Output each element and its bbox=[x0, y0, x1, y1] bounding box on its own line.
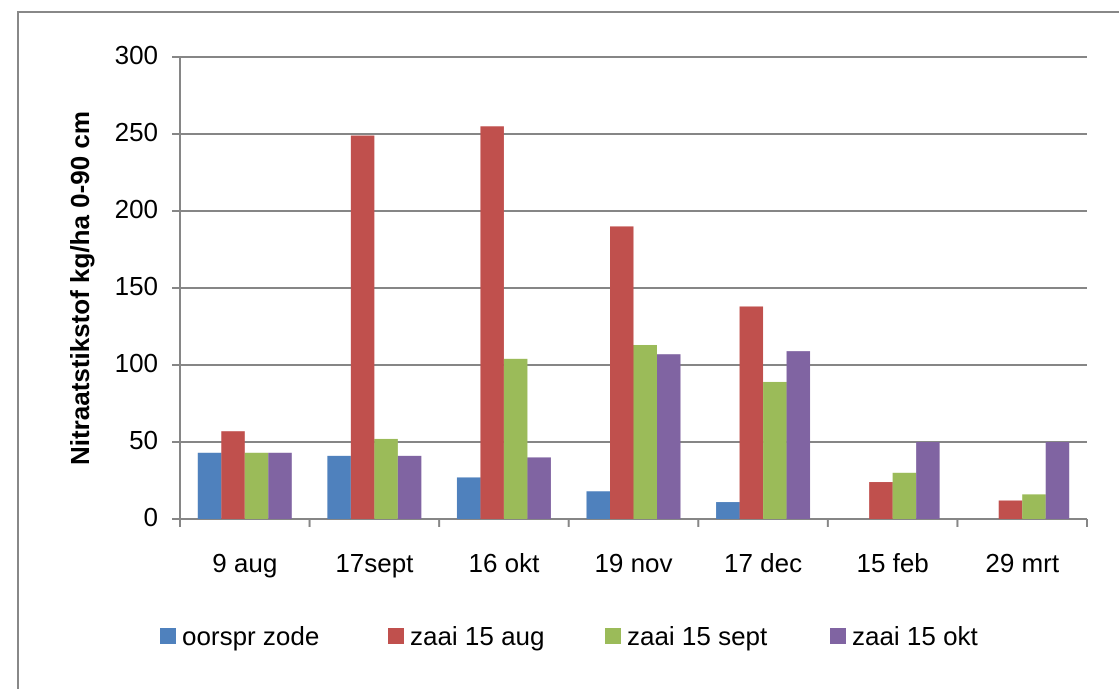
x-tick-label: 16 okt bbox=[469, 548, 541, 578]
y-tick-label: 50 bbox=[129, 425, 158, 455]
x-tick-label: 17sept bbox=[335, 548, 414, 578]
legend-swatch bbox=[605, 628, 621, 644]
bar bbox=[586, 491, 610, 519]
bar bbox=[716, 502, 740, 519]
bar bbox=[244, 452, 269, 519]
bar bbox=[916, 442, 940, 519]
y-axis-label: Nitraatstikstof kg/ha 0-90 cm bbox=[65, 111, 95, 465]
legend-label: zaai 15 aug bbox=[410, 621, 544, 651]
y-tick-label: 100 bbox=[115, 348, 158, 378]
bar bbox=[1045, 442, 1070, 519]
x-tick-label: 15 feb bbox=[856, 548, 928, 578]
bar bbox=[503, 358, 528, 519]
x-tick-label: 19 nov bbox=[594, 548, 672, 578]
legend-label: oorspr zode bbox=[182, 621, 319, 651]
bar bbox=[892, 472, 917, 519]
bar bbox=[869, 482, 893, 519]
legend-label: zaai 15 okt bbox=[852, 621, 979, 651]
bar bbox=[480, 126, 504, 520]
x-tick-label: 17 dec bbox=[724, 548, 802, 578]
bar bbox=[397, 455, 422, 519]
bar bbox=[350, 135, 375, 520]
bar bbox=[456, 477, 481, 519]
legend-label: zaai 15 sept bbox=[627, 621, 768, 651]
bar bbox=[763, 381, 787, 519]
bar bbox=[1022, 494, 1046, 519]
legend-swatch bbox=[388, 628, 404, 644]
y-tick-label: 0 bbox=[144, 502, 158, 532]
legend-swatch bbox=[830, 628, 846, 644]
bar bbox=[327, 455, 351, 519]
bar bbox=[610, 226, 634, 519]
bar bbox=[197, 452, 222, 519]
x-tick-label: 29 mrt bbox=[985, 548, 1059, 578]
bar bbox=[657, 354, 681, 519]
y-tick-label: 250 bbox=[115, 117, 158, 147]
legend-swatch bbox=[160, 628, 176, 644]
bar bbox=[633, 344, 657, 519]
bar bbox=[739, 306, 764, 519]
bar bbox=[374, 438, 398, 519]
y-tick-label: 150 bbox=[115, 271, 158, 301]
chart-frame bbox=[17, 11, 1119, 694]
bar bbox=[527, 457, 551, 519]
bar bbox=[221, 431, 245, 519]
bar bbox=[998, 500, 1023, 519]
bar bbox=[786, 351, 811, 519]
bar bbox=[268, 452, 292, 519]
y-tick-label: 300 bbox=[115, 40, 158, 70]
y-tick-label: 200 bbox=[115, 194, 158, 224]
x-tick-label: 9 aug bbox=[212, 548, 277, 578]
